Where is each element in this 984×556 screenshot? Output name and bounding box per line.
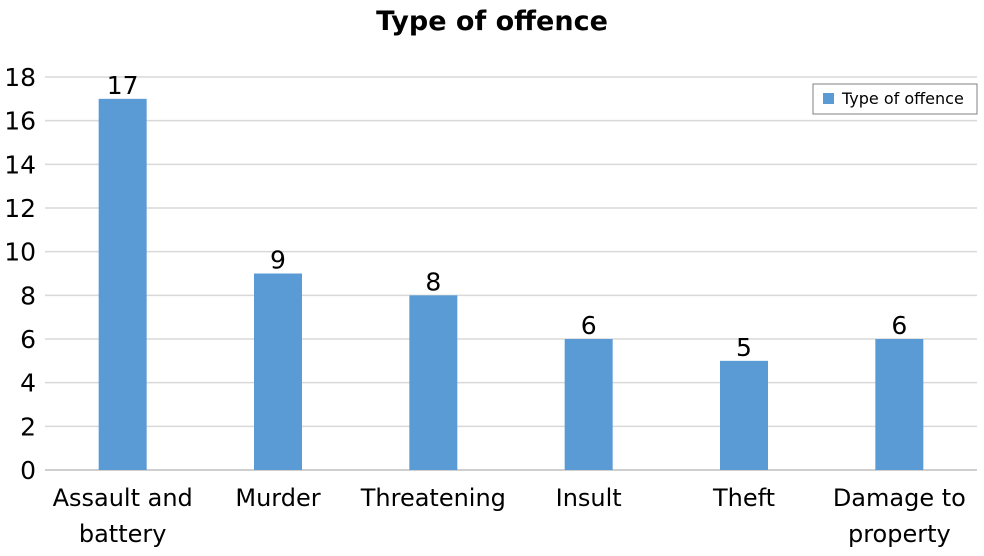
data-label: 17 (107, 71, 139, 100)
legend-box (812, 83, 978, 115)
category-label: property (848, 520, 951, 548)
category-label: Theft (712, 484, 775, 512)
legend-swatch (823, 93, 834, 104)
bar (254, 273, 302, 470)
data-label: 6 (581, 311, 597, 340)
y-tick-label: 6 (20, 325, 36, 354)
bar (720, 360, 768, 470)
y-tick-label: 2 (20, 412, 36, 441)
y-tick-label: 14 (4, 150, 36, 179)
bar (409, 295, 458, 470)
data-label: 6 (891, 311, 907, 340)
category-label: Insult (556, 484, 622, 512)
bar (98, 98, 147, 470)
y-tick-label: 10 (4, 238, 36, 267)
y-tick-label: 0 (20, 456, 36, 485)
y-tick-label: 18 (4, 63, 36, 92)
data-label: 5 (736, 333, 752, 362)
bar (875, 339, 924, 470)
legend: Type of offence (812, 83, 978, 115)
category-label: battery (79, 520, 167, 548)
data-label: 9 (270, 246, 286, 275)
y-tick-label: 4 (20, 369, 36, 398)
y-tick-label: 8 (20, 281, 36, 310)
chart-title: Type of offence (376, 6, 608, 37)
data-label: 8 (425, 267, 441, 296)
category-label: Threatening (360, 484, 506, 512)
bar (564, 339, 613, 470)
y-tick-label: 12 (4, 194, 36, 223)
category-label: Assault and (53, 484, 193, 512)
legend-label: Type of offence (841, 89, 964, 108)
y-tick-label: 16 (4, 107, 36, 136)
category-label: Murder (235, 484, 320, 512)
category-label: Damage to (833, 484, 966, 512)
